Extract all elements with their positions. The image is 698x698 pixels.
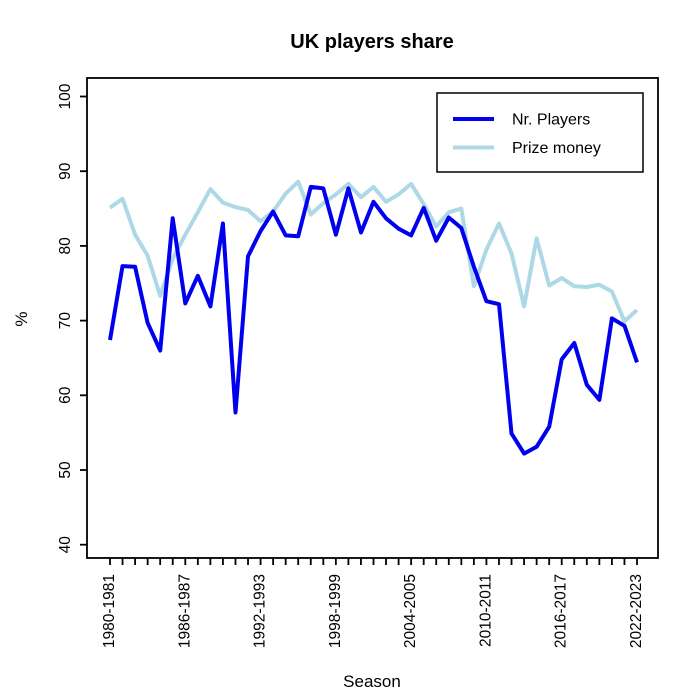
x-tick-label: 2010-2011 <box>477 574 494 647</box>
y-tick-label: 40 <box>57 536 74 554</box>
axes-layer: 40 50 60 70 80 90 100 1980-1981 1986-1987 1992-19… <box>57 77 659 648</box>
x-tick-label: 1992-1993 <box>252 574 269 648</box>
x-axis-label: Season <box>343 672 401 691</box>
x-tick-label: 1980-1981 <box>101 574 118 648</box>
nr-players-line <box>108 184 639 456</box>
y-tick-label: 80 <box>57 237 74 255</box>
y-tick-label: 60 <box>57 386 74 404</box>
y-axis-label: % <box>12 311 31 326</box>
x-tick-label: 2004-2005 <box>402 574 419 648</box>
plot-box <box>86 77 659 559</box>
prize-money-line <box>108 179 639 324</box>
legend-label: Nr. Players <box>512 112 590 129</box>
x-tick-label: 2016-2017 <box>553 574 570 648</box>
legend-box <box>436 92 644 173</box>
series-layer <box>108 179 639 456</box>
y-tick-label: 70 <box>57 312 74 330</box>
x-tick-label: 1998-1999 <box>327 574 344 648</box>
y-tick-label: 100 <box>57 83 74 109</box>
y-tick-label: 50 <box>57 461 74 479</box>
legend: Nr. Players Prize money <box>436 92 644 173</box>
x-tick-label: 2022-2023 <box>628 574 645 648</box>
chart-title: UK players share <box>290 31 453 53</box>
legend-label: Prize money <box>512 140 601 157</box>
y-tick-label: 90 <box>57 162 74 180</box>
x-tick-label: 1986-1987 <box>176 574 193 648</box>
